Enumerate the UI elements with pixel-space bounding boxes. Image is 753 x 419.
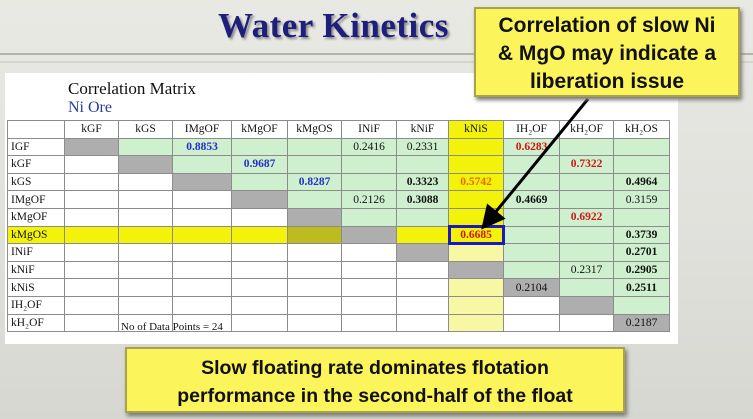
matrix-cell: 0.3088: [396, 190, 449, 209]
data-points-note: No of Data Points = 24: [121, 321, 223, 333]
matrix-cell: 0.3739: [613, 225, 670, 245]
matrix-cell: 0.9687: [231, 155, 288, 174]
table-row: INiF 0.2701: [7, 243, 670, 262]
table-row: kMgOS 0.6685 0.3739: [7, 225, 670, 245]
matrix-cell: [231, 190, 288, 209]
matrix-title: Correlation Matrix: [68, 79, 196, 98]
summary-box: Slow floating rate dominates flotation p…: [125, 347, 625, 413]
matrix-cell: [613, 295, 670, 315]
column-header: kGS: [118, 120, 173, 139]
matrix-cell: [341, 172, 397, 192]
matrix-cell: [559, 278, 614, 297]
table-row: kNiS 0.2104 0.2511: [7, 278, 670, 297]
matrix-cell: 0.2511: [613, 278, 670, 297]
summary-line: performance in the second-half of the fl…: [177, 385, 573, 407]
matrix-cell: 0.2317: [559, 260, 614, 280]
matrix-subtitle: Ni Ore: [68, 99, 112, 116]
matrix-cell: [172, 172, 232, 192]
matrix-cell: [503, 243, 560, 262]
callout-line: Correlation of slow Ni: [498, 14, 716, 37]
table-row: IH₂OF: [7, 295, 670, 315]
matrix-cell: [287, 190, 342, 209]
column-header: kGF: [64, 120, 119, 139]
matrix-cell: 0.4964: [613, 172, 670, 192]
matrix-cell: 0.2416: [341, 137, 397, 157]
matrix-cell: [396, 243, 449, 262]
matrix-cell: 0.6922: [559, 207, 614, 227]
matrix-cell: [503, 260, 560, 280]
matrix-cell: [448, 155, 504, 174]
matrix-cell: 0.7322: [559, 155, 614, 174]
matrix-cell: [503, 225, 560, 245]
row-label: kMgOS: [7, 225, 65, 245]
row-label: kH₂OF: [7, 313, 65, 333]
matrix-cell: 0.2331: [396, 137, 449, 157]
matrix-cell: 0.3323: [396, 172, 449, 192]
table-row: kNiF 0.2317 0.2905: [7, 260, 670, 280]
callout-line: & MgO may indicate a: [497, 42, 717, 65]
matrix-cell: 0.6685: [447, 225, 505, 245]
matrix-cell: [559, 295, 614, 315]
matrix-cell: 0.3159: [613, 190, 670, 209]
matrix-cell: [559, 225, 614, 245]
matrix-cell: [341, 207, 397, 227]
row-label: IH₂OF: [7, 295, 65, 315]
row-label: kGS: [7, 172, 65, 192]
matrix-cell: 0.2905: [613, 260, 670, 280]
summary-line: Slow floating rate dominates flotation: [201, 357, 549, 379]
table-row: kMgOF 0.6922: [7, 207, 670, 227]
matrix-cell: [231, 137, 288, 157]
matrix-cell: [172, 155, 232, 174]
table-row: kGF 0.9687 0.7322: [7, 155, 670, 174]
callout-box: Correlation of slow Ni & MgO may indicat…: [474, 7, 740, 97]
matrix-cell: 0.2187: [613, 313, 670, 333]
matrix-cell: [287, 207, 342, 227]
matrix-cell: [341, 155, 397, 174]
matrix-cell: [448, 260, 504, 280]
column-header: INiF: [341, 120, 397, 139]
matrix-cell: [559, 172, 614, 192]
table-row: kH₂OF 0.2187: [7, 313, 670, 333]
matrix-cell: 0.2104: [503, 278, 560, 297]
matrix-cell: 0.8287: [287, 172, 342, 192]
column-header: IH₂OF: [503, 120, 560, 139]
slide-title: Water Kinetics: [218, 6, 449, 45]
matrix-cell: [341, 225, 397, 245]
matrix-cell: [613, 137, 670, 157]
matrix-cell: [396, 207, 449, 227]
matrix-cell: [448, 313, 504, 333]
matrix-cell: [396, 225, 449, 245]
correlation-matrix: kGF kGS IMgOF kMgOF kMgOS INiF kNiF kNiS IH₂OF kH…: [7, 120, 670, 333]
callout-line: liberation issue: [529, 70, 685, 93]
matrix-cell: [64, 225, 119, 245]
column-header: kH₂OS: [613, 120, 670, 139]
